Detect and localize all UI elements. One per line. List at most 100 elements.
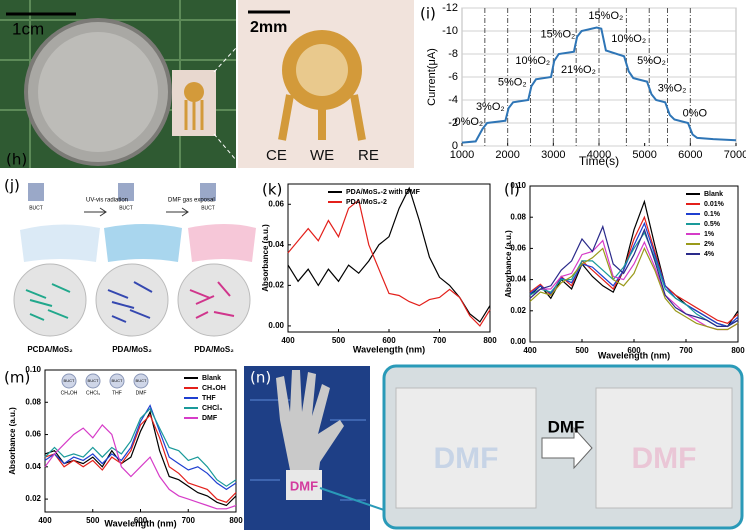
y-tick-label: 0.10 [510,181,526,190]
x-tick-label: 800 [229,516,243,525]
grain-view [177,263,251,337]
y-axis-label: Absorbance (a.u.) [261,224,270,292]
series-line [44,414,237,503]
legend-label: Blank [202,375,221,382]
x-tick-label: 7000 [724,149,746,161]
x-tick-label: 1000 [450,149,474,161]
circuit-lines [250,399,366,501]
x-tick-label: 4000 [587,149,611,161]
material-label: PCDA/MoS₂ [27,345,73,354]
series-line [44,410,237,507]
annotation: 0%O [683,108,708,120]
photo-electrode: 2mm CE WE RE [238,0,414,168]
series-line [529,231,739,327]
x-tick-label: 500 [86,516,100,525]
inset-label: THF [112,390,122,396]
y-tick-label: -10 [442,25,458,37]
arrow-text: DMF [548,417,585,436]
series-line [529,239,739,331]
x-tick-label: 400 [523,346,537,355]
panel-label: (i) [420,5,436,23]
y-tick-label: 0.04 [510,275,526,284]
sensor-text: DMF [434,442,499,475]
electrode [184,82,204,102]
sheet [20,224,100,262]
legend-label: PDA/MoS₂-2 with DMF [346,189,421,196]
inset-badge [109,373,125,389]
legend-label: 0.1% [704,211,721,218]
legend-label: CH₃OH [202,385,226,392]
monomers [25,283,71,321]
x-tick-label: 500 [575,346,589,355]
y-tick-label: -8 [448,48,458,60]
y-tick-label: -12 [442,2,458,14]
inset-label: CH₃OH [61,390,78,396]
x-tick-label: 600 [134,516,148,525]
callout [319,487,385,511]
annotation: 10%O₂ [515,55,550,67]
annotation: 0%O₂ [454,116,483,128]
inset-badge-text: BUCT [112,378,123,383]
inset-badge [133,373,149,389]
polymers [107,281,153,323]
arrow [84,207,189,217]
badge-text: BUCT [119,205,133,211]
legend-label: 4% [704,251,715,258]
electrode-legs [184,100,204,130]
wrist-text: DMF [290,478,318,493]
annotation: 3%O₂ [658,82,687,94]
y-tick-label: 0 [452,140,458,152]
inset-label: CHCl₃ [86,390,100,396]
hand [276,370,344,478]
plot-frame [287,183,491,333]
electrode-label: CE [266,147,287,164]
series-line [44,423,237,510]
material-label: PDA/MoS₂ [112,345,152,354]
scale-label: 2mm [250,19,287,36]
series-line [461,26,737,144]
inset-badge [61,373,77,389]
x-tick-label: 700 [433,336,447,345]
y-tick-label: 0.10 [25,365,41,374]
sensor-text: DMF [632,442,697,475]
series-line [287,199,491,327]
y-tick-label: 0.04 [25,462,41,471]
x-tick-label: 800 [731,346,745,355]
dime-face [38,32,158,152]
x-tick-label: 5000 [632,149,656,161]
annotation: 5%O₂ [498,77,527,89]
badge-text: BUCT [201,205,215,211]
working-electrode [296,44,348,96]
panel-label: (h) [6,151,27,169]
y-tick-label: 0.02 [268,280,284,289]
y-tick-label: 0.02 [25,494,41,503]
legend-label: CHCl₃ [202,405,222,412]
schematic-j: (j) BUCT BUCT BUCT UV-vis radiation DMF … [4,177,256,354]
sheet [188,224,256,262]
annotation: 15%O₂ [588,10,623,22]
annotation: 15%O₂ [540,28,575,40]
electrode-label: WE [310,147,334,164]
y-tick-label: 0.08 [25,397,41,406]
badge [28,183,44,201]
series-line [529,246,739,331]
polymers [189,281,235,319]
x-axis-label: Wavelength (nm) [598,350,670,360]
inset-label: DMF [136,390,147,396]
panel-label: (k) [262,181,282,199]
x-tick-label: 6000 [678,149,702,161]
step-label: UV-vis radiation [86,198,128,204]
y-axis-label: Absorbance (a.u.) [8,407,17,475]
x-tick-label: 700 [182,516,196,525]
x-tick-label: 500 [332,336,346,345]
grain-view [95,263,169,337]
inset-badge [85,373,101,389]
x-tick-label: 400 [281,336,295,345]
panel-label: (l) [504,181,520,199]
x-tick-label: 600 [627,346,641,355]
zoom-line [213,133,237,161]
panel-label: (m) [4,369,30,387]
x-axis-label: Wavelength (nm) [104,518,176,528]
x-tick-label: 400 [38,516,52,525]
sheet [104,224,182,262]
